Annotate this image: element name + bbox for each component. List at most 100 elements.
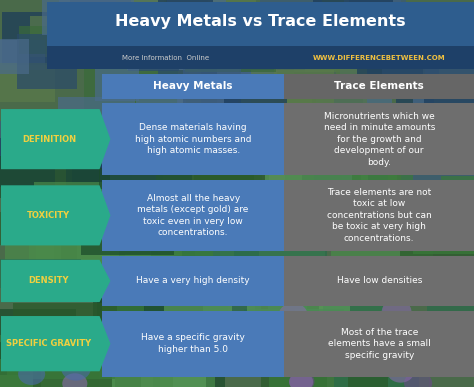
Bar (0, 212, 54, 245)
Bar (255, 281, 319, 342)
Bar (0, 342, 30, 375)
Bar (290, 88, 392, 116)
Bar (33, 360, 111, 387)
Bar (1, 12, 71, 65)
Bar (5, 215, 61, 273)
Bar (268, 317, 371, 344)
Text: Micronutrients which we
need in minute amounts
for the growth and
development of: Micronutrients which we need in minute a… (324, 112, 435, 166)
Bar (348, 330, 429, 387)
Circle shape (382, 300, 411, 324)
Text: Trace elements are not
toxic at low
concentrations but can
be toxic at very high: Trace elements are not toxic at low conc… (327, 188, 431, 243)
Bar (441, 176, 474, 201)
Bar (391, 33, 436, 66)
Bar (93, 284, 146, 343)
Bar (99, 168, 192, 189)
Bar (95, 40, 139, 101)
Bar (425, 35, 474, 96)
Bar (102, 103, 284, 175)
Bar (208, 0, 256, 33)
Bar (294, 281, 383, 313)
Bar (212, 266, 299, 286)
Bar (244, 309, 344, 361)
Circle shape (218, 344, 243, 365)
Circle shape (18, 322, 38, 339)
Bar (83, 358, 173, 387)
Bar (349, 0, 407, 18)
Bar (120, 255, 228, 311)
Circle shape (304, 326, 333, 349)
Circle shape (27, 323, 46, 338)
Circle shape (197, 346, 215, 361)
Polygon shape (1, 316, 110, 371)
Bar (34, 182, 136, 205)
Bar (117, 0, 166, 45)
Bar (97, 280, 203, 342)
Bar (413, 12, 458, 48)
Bar (210, 111, 276, 175)
Bar (56, 194, 158, 226)
Circle shape (365, 349, 390, 370)
Bar (352, 170, 413, 227)
Circle shape (399, 336, 429, 361)
Circle shape (357, 329, 383, 349)
Bar (412, 146, 474, 171)
Bar (180, 197, 233, 239)
Bar (260, 0, 322, 25)
Text: DEFINITION: DEFINITION (22, 135, 76, 144)
Circle shape (289, 372, 313, 387)
Bar (113, 2, 197, 37)
Bar (427, 304, 474, 333)
Bar (47, 2, 474, 46)
Bar (0, 63, 55, 102)
Circle shape (289, 371, 314, 387)
Bar (359, 165, 397, 222)
Bar (147, 121, 210, 168)
Circle shape (125, 342, 146, 359)
Bar (0, 335, 100, 387)
Bar (194, 167, 269, 202)
Bar (136, 74, 186, 112)
Polygon shape (1, 185, 110, 245)
Bar (311, 189, 374, 241)
Bar (236, 17, 340, 43)
Bar (156, 144, 262, 183)
Bar (190, 37, 284, 74)
Text: WWW.DIFFERENCEBETWEEN.COM: WWW.DIFFERENCEBETWEEN.COM (313, 55, 446, 61)
Circle shape (387, 361, 414, 383)
Bar (43, 0, 134, 36)
Bar (351, 265, 414, 302)
Bar (192, 154, 255, 207)
Circle shape (62, 373, 87, 387)
Bar (195, 248, 248, 278)
Bar (19, 26, 82, 54)
Bar (276, 39, 363, 75)
Bar (121, 195, 203, 227)
Bar (239, 8, 305, 72)
Circle shape (404, 372, 432, 387)
Bar (270, 72, 363, 123)
Text: TOXICITY: TOXICITY (27, 211, 71, 220)
Bar (102, 278, 144, 330)
Bar (302, 175, 361, 210)
Bar (313, 0, 393, 26)
Bar (439, 317, 474, 337)
Bar (197, 50, 281, 81)
Bar (84, 65, 178, 118)
Bar (0, 259, 81, 288)
Bar (344, 0, 401, 30)
Bar (125, 254, 193, 295)
Bar (284, 180, 474, 251)
Circle shape (12, 319, 38, 341)
Circle shape (312, 318, 334, 335)
Bar (0, 309, 76, 375)
Circle shape (247, 314, 269, 332)
Bar (177, 95, 251, 157)
Bar (30, 16, 135, 57)
Bar (109, 145, 201, 191)
Bar (261, 350, 328, 387)
Bar (284, 256, 474, 306)
Text: Most of the trace
elements have a small
specific gravity: Most of the trace elements have a small … (328, 328, 430, 360)
Bar (54, 235, 158, 294)
Bar (77, 353, 141, 387)
Bar (334, 362, 419, 387)
